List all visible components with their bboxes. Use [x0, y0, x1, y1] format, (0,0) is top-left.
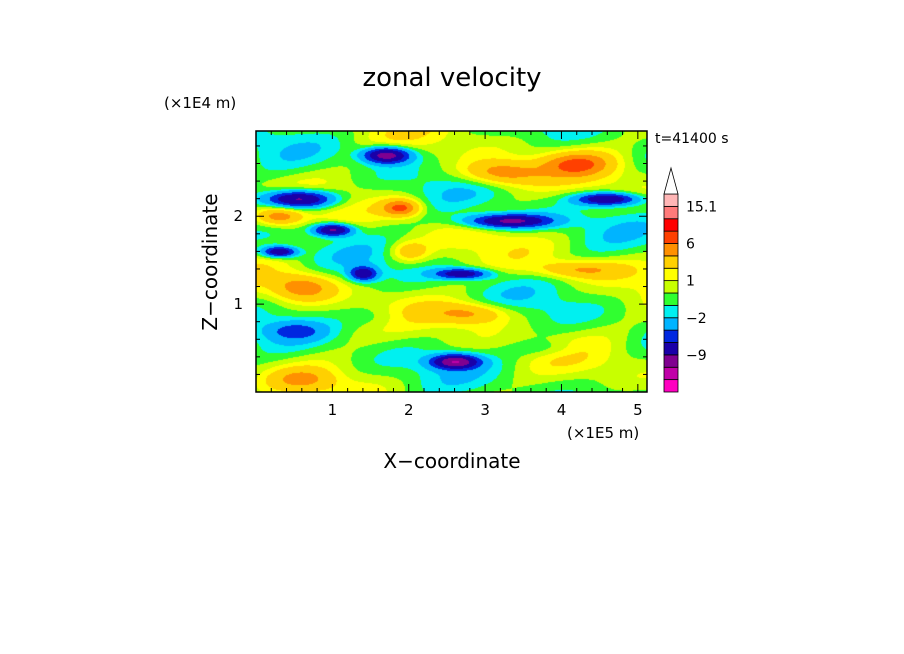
- y-tick-label: 1: [233, 295, 243, 313]
- x-tick-label: 1: [328, 401, 338, 419]
- colorbar-swatch: [663, 205, 679, 220]
- colorbar-swatch: [663, 193, 679, 207]
- x-axis: 1 2 3 4 5: [270, 131, 643, 419]
- colorbar-swatch: [663, 317, 679, 331]
- chart-title: zonal velocity: [362, 63, 541, 93]
- colorbar-swatch: [663, 255, 679, 269]
- colorbar-swatch: [663, 366, 679, 381]
- x-tick-label: 3: [480, 401, 490, 419]
- colorbar-swatch: [663, 230, 679, 244]
- plot-frame: [255, 130, 648, 393]
- colorbar-swatch: [663, 218, 679, 232]
- x-unit-label: (×1E5 m): [567, 424, 639, 442]
- plot-area: [255, 130, 648, 393]
- y-axis: 12: [233, 145, 647, 375]
- colorbar-overflow-arrow: [663, 166, 679, 195]
- x-tick-label: 2: [404, 401, 414, 419]
- colorbar-swatch: [663, 379, 679, 393]
- velocity-field: [256, 131, 647, 392]
- y-tick-label: 2: [233, 207, 243, 225]
- colorbar-swatch: [663, 292, 679, 306]
- y-unit-label: (×1E4 m): [164, 94, 236, 112]
- colorbar-swatch: [663, 243, 679, 257]
- colorbar-swatch: [663, 267, 679, 282]
- colorbar-label: 1: [686, 274, 695, 290]
- y-axis-label: Z−coordinate: [198, 193, 222, 330]
- colorbar-swatch: [663, 329, 679, 343]
- colorbar-label: 15.1: [686, 199, 717, 215]
- x-tick-label: 4: [557, 401, 567, 419]
- colorbar-label: −9: [686, 348, 707, 364]
- colorbar-label: 6: [686, 237, 695, 253]
- colorbar-swatch: [663, 342, 679, 356]
- x-axis-label: X−coordinate: [383, 449, 520, 473]
- x-tick-label: 5: [633, 401, 643, 419]
- time-label: t=41400 s: [655, 131, 729, 147]
- colorbar-swatch: [663, 304, 679, 319]
- colorbar-swatch: [663, 280, 679, 294]
- colorbar-label: −2: [686, 311, 707, 327]
- colorbar: 15.1 6 1 −2 −9: [663, 166, 717, 393]
- colorbar-swatch: [663, 354, 679, 368]
